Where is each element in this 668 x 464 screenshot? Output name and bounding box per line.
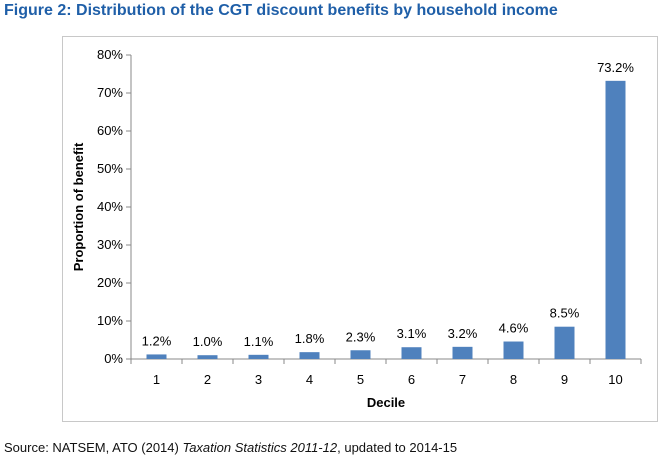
- x-axis-title: Decile: [367, 395, 405, 410]
- data-label: 4.6%: [499, 321, 529, 336]
- bar: [401, 347, 422, 359]
- bar: [452, 346, 473, 359]
- bar: [248, 354, 269, 359]
- x-tick-label: 4: [306, 372, 313, 387]
- bar: [503, 341, 524, 359]
- source-note: Source: NATSEM, ATO (2014) Taxation Stat…: [4, 440, 457, 455]
- bar: [605, 80, 626, 359]
- source-suffix: , updated to 2014-15: [337, 440, 458, 455]
- y-tick-label: 10%: [97, 313, 123, 328]
- bar-chart: 0% 10% 20% 30% 40% 50% 60% 70% 80% 1.2% 1 1.0% 2 1.1%…: [71, 47, 642, 410]
- data-label: 1.0%: [193, 334, 223, 349]
- y-axis-title: Proportion of benefit: [71, 142, 86, 271]
- data-label: 3.2%: [448, 326, 478, 341]
- y-tick-label: 70%: [97, 85, 123, 100]
- data-label: 2.3%: [346, 329, 376, 344]
- data-label: 73.2%: [597, 60, 634, 75]
- bar: [299, 352, 320, 359]
- x-tick-label: 8: [510, 372, 517, 387]
- bar: [146, 354, 167, 359]
- data-label: 1.2%: [142, 333, 172, 348]
- y-tick-label: 20%: [97, 275, 123, 290]
- source-prefix: Source: NATSEM, ATO (2014): [4, 440, 183, 455]
- data-label: 1.1%: [244, 334, 274, 349]
- bar: [554, 326, 575, 359]
- data-label: 1.8%: [295, 331, 325, 346]
- chart-frame: 0% 10% 20% 30% 40% 50% 60% 70% 80% 1.2% 1 1.0% 2 1.1%…: [62, 36, 658, 422]
- y-tick-label: 0%: [104, 351, 123, 366]
- x-tick-label: 1: [153, 372, 160, 387]
- figure-title: Figure 2: Distribution of the CGT discou…: [4, 2, 558, 19]
- source-title: Taxation Statistics 2011-12: [182, 440, 338, 455]
- y-tick-label: 80%: [97, 47, 123, 62]
- x-tick-label: 2: [204, 372, 211, 387]
- y-tick-label: 30%: [97, 237, 123, 252]
- bar: [350, 350, 371, 359]
- data-label: 3.1%: [397, 326, 427, 341]
- y-tick-label: 40%: [97, 199, 123, 214]
- y-tick-label: 60%: [97, 123, 123, 138]
- x-tick-label: 6: [408, 372, 415, 387]
- x-tick-label: 5: [357, 372, 364, 387]
- data-label: 8.5%: [550, 306, 580, 321]
- x-tick-label: 10: [608, 372, 622, 387]
- x-tick-label: 7: [459, 372, 466, 387]
- x-tick-label: 3: [255, 372, 262, 387]
- y-tick-label: 50%: [97, 161, 123, 176]
- bar: [197, 355, 218, 359]
- x-tick-label: 9: [561, 372, 568, 387]
